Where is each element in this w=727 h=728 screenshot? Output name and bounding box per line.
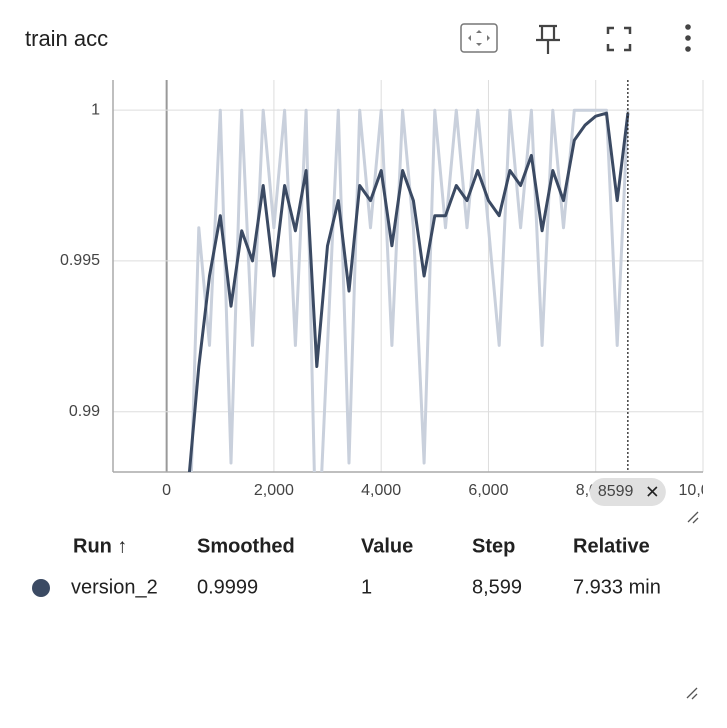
x-tick-label: 10,000 <box>679 482 727 499</box>
resize-handle[interactable] <box>687 511 699 524</box>
plot-area <box>187 108 630 472</box>
table-header: Step <box>472 535 515 557</box>
table-header: Value <box>361 535 413 557</box>
y-tick-label: 0.99 <box>69 403 100 420</box>
table-cell: 7.933 min <box>573 576 661 598</box>
x-tick-label: 6,000 <box>468 482 508 499</box>
run-color-dot <box>32 579 50 597</box>
x-tick-label: 4,000 <box>361 482 401 499</box>
x-tick-label: 2,000 <box>254 482 294 499</box>
table-cell: version_2 <box>71 576 158 598</box>
y-tick-label: 1 <box>91 101 100 118</box>
y-tick-labels: 0.99 0.995 1 <box>60 101 100 420</box>
table-cell: 8,599 <box>472 576 522 598</box>
fullscreen-button[interactable] <box>606 26 632 52</box>
fit-domain-button[interactable] <box>460 23 498 53</box>
card-title: train acc <box>25 26 108 51</box>
pin-button[interactable] <box>536 24 560 54</box>
resize-handle[interactable] <box>686 687 698 700</box>
cursor: 8599 <box>589 80 666 506</box>
x-tick-label: 0 <box>162 482 171 499</box>
series-line <box>189 108 630 472</box>
table-header: Smoothed <box>197 535 295 557</box>
cursor-close <box>647 486 658 497</box>
table-header: Relative <box>573 535 650 557</box>
cursor-label: 8599 <box>598 483 634 500</box>
cursor-chip <box>589 478 666 506</box>
data-table: Run ↑ Smoothed Value Step Relative version_2 0… <box>32 535 661 598</box>
series-line <box>187 111 630 472</box>
y-tick-label: 0.995 <box>60 252 100 269</box>
table-header: Run ↑ <box>73 535 127 557</box>
table-cell: 1 <box>361 576 372 598</box>
table-cell: 0.9999 <box>197 576 258 598</box>
more-button[interactable] <box>685 24 691 52</box>
